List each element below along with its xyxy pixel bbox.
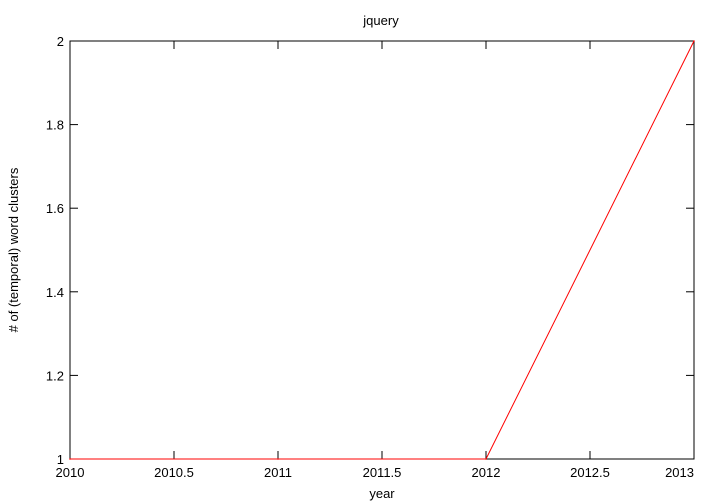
x-tick-label: 2012 (472, 465, 501, 480)
data-point (277, 458, 279, 460)
y-tick-label: 2 (57, 34, 64, 49)
data-point (69, 458, 71, 460)
chart-title: jquery (362, 13, 399, 28)
plot-area-frame (69, 40, 695, 460)
y-tick-label: 1 (57, 452, 64, 467)
y-tick-label: 1.2 (46, 368, 64, 383)
series-layer (69, 40, 695, 460)
series-line (70, 40, 695, 460)
y-tick-label: 1.6 (46, 201, 64, 216)
x-tick-label: 2010.5 (154, 465, 194, 480)
data-point (693, 40, 695, 42)
x-tick-label: 2010 (56, 465, 85, 480)
y-axis-ticks: 1 1.2 1.4 1.6 1.8 2 (46, 34, 694, 467)
x-tick-label: 2011 (264, 465, 292, 480)
x-axis-ticks: 2010 2010.5 2011 2011.5 2012 2012.5 2013 (56, 41, 695, 480)
y-tick-label: 1.8 (46, 118, 64, 133)
x-tick-label: 2012.5 (570, 465, 610, 480)
x-tick-label: 2013 (665, 465, 694, 480)
data-point (485, 458, 487, 460)
x-axis-title: year (369, 486, 395, 501)
x-tick-label: 2011.5 (363, 465, 402, 480)
y-tick-label: 1.4 (46, 285, 64, 300)
y-axis-title: # of (temporal) word clusters (6, 167, 21, 332)
